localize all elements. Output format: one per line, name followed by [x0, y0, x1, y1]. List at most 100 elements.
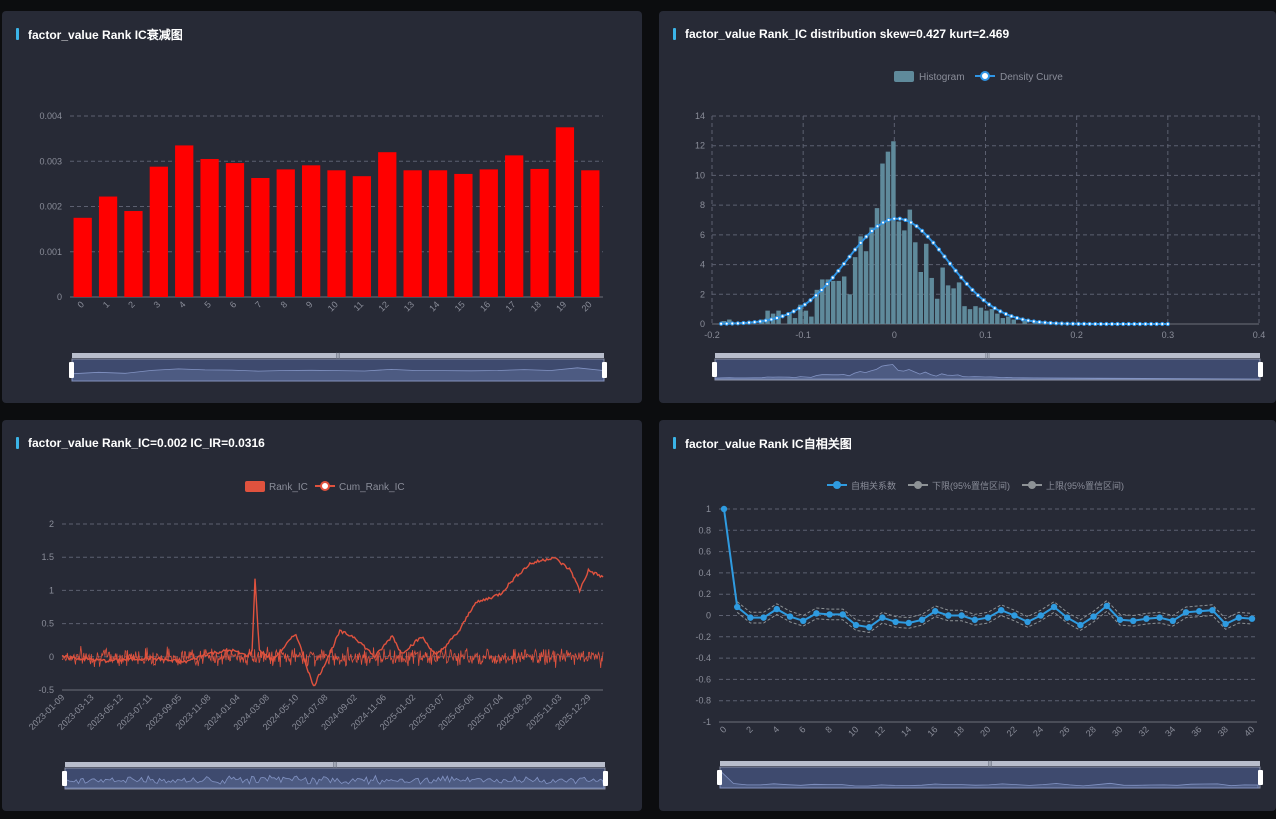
- acf-point[interactable]: [971, 616, 978, 623]
- density-point[interactable]: [841, 261, 847, 266]
- density-point[interactable]: [1003, 311, 1008, 317]
- bar[interactable]: [175, 145, 194, 297]
- density-point[interactable]: [741, 320, 746, 326]
- acf-point[interactable]: [1103, 602, 1110, 610]
- density-point[interactable]: [869, 228, 874, 234]
- density-point[interactable]: [1037, 320, 1042, 325]
- histogram-bar[interactable]: [831, 280, 836, 324]
- legend-acf-label[interactable]: 自相关系数: [851, 480, 896, 491]
- density-point[interactable]: [853, 247, 858, 252]
- legend-upper-marker[interactable]: [1028, 481, 1036, 489]
- acf-point[interactable]: [1077, 621, 1084, 629]
- acf-line[interactable]: [723, 508, 1253, 629]
- density-point[interactable]: [858, 240, 863, 245]
- cum-rank-ic-line[interactable]: [61, 556, 604, 687]
- histogram-bar[interactable]: [951, 288, 956, 324]
- density-point[interactable]: [1132, 321, 1137, 327]
- histogram-bar[interactable]: [721, 321, 727, 324]
- datazoom-grip-icon[interactable]: |||: [985, 353, 990, 359]
- density-point[interactable]: [1054, 321, 1059, 326]
- acf-point[interactable]: [1116, 616, 1124, 623]
- bar[interactable]: [403, 170, 422, 297]
- acf-point[interactable]: [998, 606, 1005, 614]
- bar[interactable]: [327, 170, 346, 297]
- density-point[interactable]: [791, 309, 796, 314]
- density-point[interactable]: [953, 268, 958, 273]
- histogram-bar[interactable]: [874, 208, 880, 324]
- density-point[interactable]: [1087, 321, 1092, 327]
- density-point[interactable]: [774, 315, 780, 321]
- bar[interactable]: [581, 170, 600, 297]
- bar[interactable]: [200, 158, 219, 297]
- acf-point[interactable]: [945, 612, 952, 619]
- density-point[interactable]: [897, 216, 902, 221]
- histogram-bar[interactable]: [1000, 318, 1006, 324]
- datazoom-grip-icon[interactable]: |||: [336, 353, 341, 359]
- histogram-bar[interactable]: [945, 285, 951, 324]
- histogram-bar[interactable]: [989, 309, 995, 324]
- acf-point[interactable]: [852, 621, 860, 629]
- acf-point[interactable]: [773, 605, 780, 613]
- histogram-bar[interactable]: [727, 319, 732, 324]
- acf-point[interactable]: [786, 613, 794, 620]
- datazoom-left-handle[interactable]: [717, 770, 722, 785]
- histogram-bar[interactable]: [765, 310, 770, 324]
- density-point[interactable]: [998, 309, 1003, 314]
- datazoom-top-bar[interactable]: [720, 761, 1260, 766]
- histogram-bar[interactable]: [1006, 316, 1011, 324]
- density-point[interactable]: [1031, 319, 1036, 324]
- density-point[interactable]: [1020, 317, 1025, 322]
- density-point[interactable]: [830, 275, 835, 280]
- acf-point[interactable]: [813, 610, 820, 617]
- datazoom-right-handle[interactable]: [1258, 770, 1263, 785]
- datazoom-top-bar[interactable]: [65, 762, 605, 767]
- datazoom-grip-icon[interactable]: |||: [333, 762, 338, 768]
- histogram-bar[interactable]: [934, 298, 940, 324]
- legend-upper-label[interactable]: 上限(95%置信区间): [1046, 480, 1124, 491]
- density-point[interactable]: [1104, 321, 1109, 327]
- legend-histogram-swatch[interactable]: [894, 71, 914, 82]
- density-point[interactable]: [797, 306, 802, 311]
- density-point[interactable]: [1009, 314, 1014, 319]
- legend-rank-ic-label[interactable]: Rank_IC: [269, 482, 308, 493]
- density-point[interactable]: [1160, 321, 1165, 327]
- acf-point[interactable]: [1156, 614, 1163, 621]
- histogram-bar[interactable]: [913, 242, 918, 324]
- acf-point[interactable]: [720, 505, 728, 513]
- acf-point[interactable]: [984, 614, 992, 621]
- density-point[interactable]: [908, 220, 914, 225]
- histogram-bar[interactable]: [918, 272, 924, 324]
- histogram-bar[interactable]: [847, 294, 852, 324]
- acf-point[interactable]: [1050, 603, 1058, 611]
- density-point[interactable]: [981, 298, 986, 303]
- acf-point[interactable]: [1235, 614, 1242, 621]
- datazoom-top-bar[interactable]: [715, 353, 1260, 358]
- density-point[interactable]: [1143, 321, 1148, 327]
- density-point[interactable]: [970, 287, 975, 292]
- upper-ci-line[interactable]: [736, 599, 1253, 623]
- density-point[interactable]: [903, 217, 908, 223]
- datazoom-grip-icon[interactable]: |||: [988, 761, 993, 767]
- density-point[interactable]: [735, 321, 740, 326]
- histogram-bar[interactable]: [869, 227, 874, 324]
- legend-histogram-label[interactable]: Histogram: [919, 72, 965, 83]
- legend-lower-label[interactable]: 下限(95%置信区间): [932, 480, 1010, 491]
- acf-point[interactable]: [1024, 618, 1031, 626]
- histogram-bar[interactable]: [940, 267, 945, 324]
- acf-point[interactable]: [1196, 608, 1203, 615]
- histogram-bar[interactable]: [885, 151, 891, 324]
- histogram-bar[interactable]: [825, 279, 831, 324]
- histogram-bar[interactable]: [863, 251, 869, 324]
- datazoom-left-handle[interactable]: [712, 362, 717, 377]
- density-point[interactable]: [964, 281, 969, 287]
- density-point[interactable]: [1070, 321, 1076, 326]
- rank-ic-line[interactable]: [61, 646, 604, 669]
- histogram-bar[interactable]: [852, 257, 858, 324]
- acf-point[interactable]: [1169, 617, 1176, 625]
- density-point[interactable]: [802, 302, 807, 307]
- histogram-bar[interactable]: [902, 230, 907, 324]
- acf-point[interactable]: [1222, 620, 1229, 628]
- bar[interactable]: [251, 177, 270, 297]
- acf-point[interactable]: [734, 603, 741, 611]
- histogram-bar[interactable]: [787, 313, 792, 324]
